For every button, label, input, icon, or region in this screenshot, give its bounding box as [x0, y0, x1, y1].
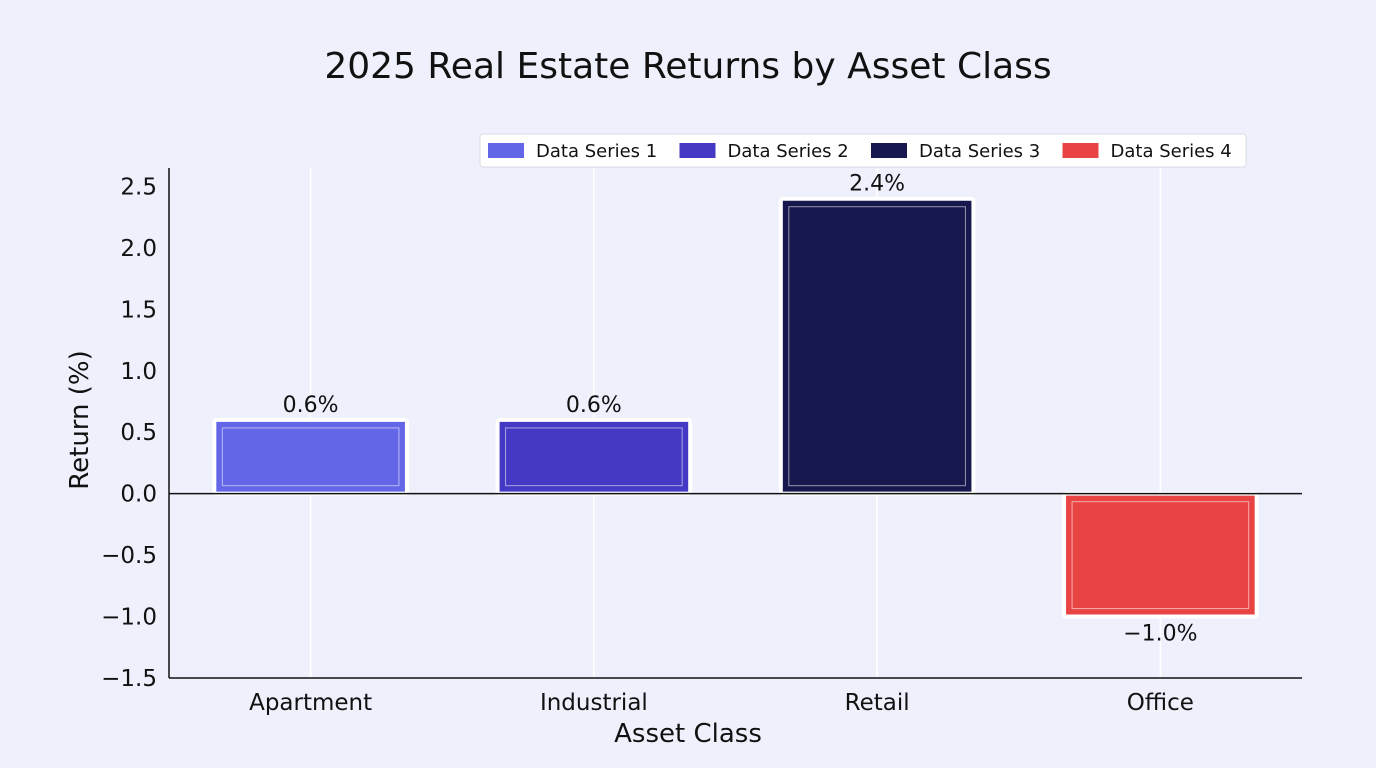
y-tick-label: 1.0	[120, 359, 157, 385]
x-axis-label: Asset Class	[614, 719, 762, 749]
data-label: −1.0%	[1123, 622, 1197, 647]
bar-inner-outline	[1071, 501, 1250, 610]
legend: Data Series 1 Data Series 2 Data Series 3 D…	[479, 133, 1247, 168]
data-label: 0.6%	[283, 393, 339, 418]
legend-swatch	[679, 143, 716, 158]
y-tick-label: 1.5	[120, 297, 157, 323]
y-tick-label: 0.0	[120, 482, 157, 508]
grid-lines	[309, 168, 1162, 678]
data-labels: 0.6% 0.6% 2.4% −1.0%	[283, 172, 1198, 647]
bar-industrial	[495, 417, 693, 496]
legend-entry: Data Series 1	[536, 141, 657, 162]
x-tick-label: Office	[1127, 690, 1194, 716]
x-tick-label: Apartment	[249, 690, 372, 716]
y-tick-label: 2.5	[120, 174, 157, 200]
legend-entry: Data Series 4	[1111, 141, 1232, 162]
x-tick-label: Retail	[845, 690, 910, 716]
y-tick-labels: −1.5 −1.0 −0.5 0.0 0.5 1.0 1.5 2.0 2.5	[101, 174, 157, 692]
legend-swatch	[1062, 143, 1099, 158]
legend-entry: Data Series 2	[728, 141, 849, 162]
y-axis-label: Return (%)	[65, 350, 95, 490]
data-label: 2.4%	[849, 172, 905, 197]
y-tick-label: 0.5	[120, 420, 157, 446]
y-tick-label: 2.0	[120, 236, 157, 262]
bar-apartment	[212, 417, 409, 496]
y-tick-label: −1.5	[101, 666, 157, 692]
legend-swatch	[488, 143, 524, 158]
bar-inner-outline	[221, 427, 400, 487]
x-tick-label: Industrial	[540, 690, 648, 716]
bars	[212, 196, 1259, 619]
bar-office	[1062, 491, 1259, 619]
legend-swatch	[871, 143, 907, 158]
y-tick-label: −1.0	[101, 605, 157, 631]
y-tick-label: −0.5	[101, 543, 157, 569]
data-label: 0.6%	[566, 393, 622, 418]
chart-title: 2025 Real Estate Returns by Asset Class	[324, 46, 1051, 87]
bar-retail	[778, 196, 976, 496]
axes	[168, 168, 1302, 679]
x-tick-labels: Apartment Industrial Retail Office	[249, 690, 1194, 716]
bar-inner-outline	[788, 206, 966, 487]
legend-entry: Data Series 3	[919, 141, 1040, 162]
legend-box	[479, 133, 1247, 168]
bar-inner-outline	[505, 427, 683, 487]
